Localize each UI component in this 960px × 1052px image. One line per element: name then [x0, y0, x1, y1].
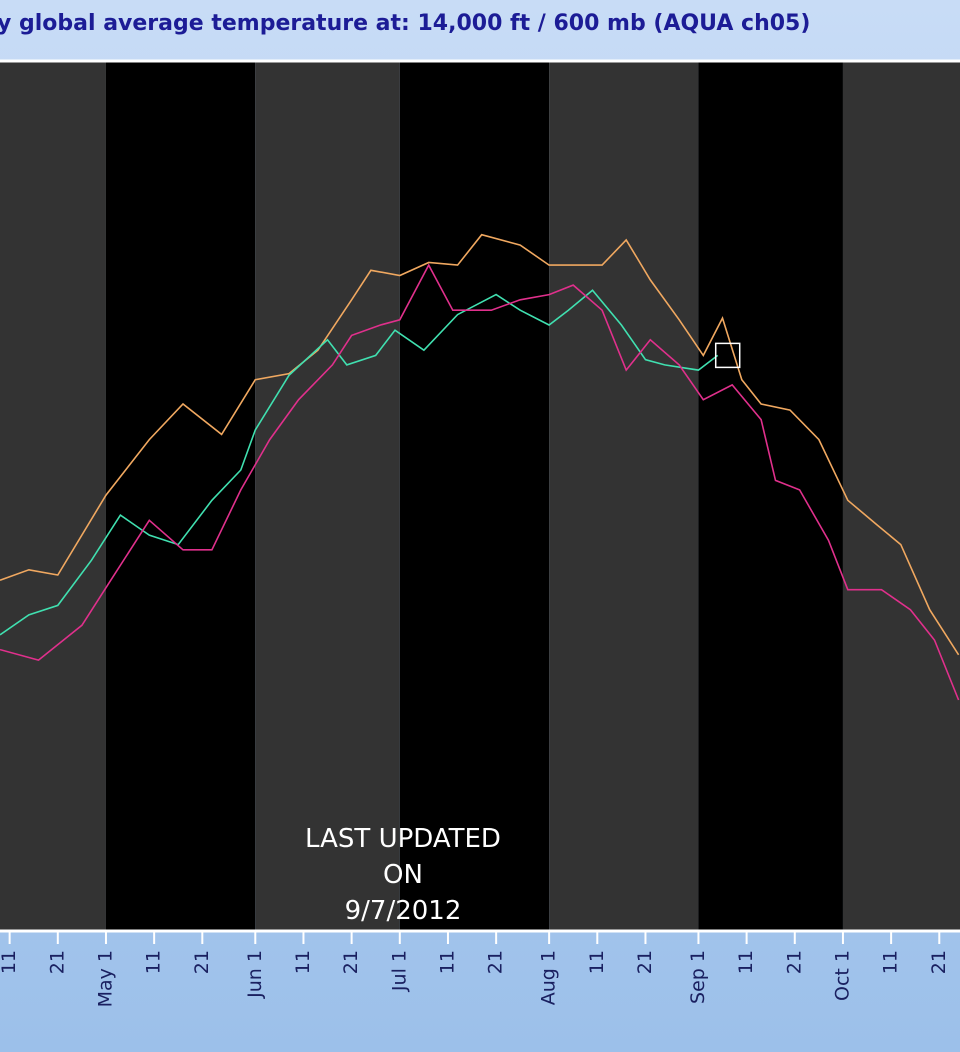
annotation: 9/7/2012	[345, 896, 462, 926]
x-tick-label: 11	[436, 950, 458, 974]
series-line	[0, 289, 719, 636]
x-tick-label: 11	[880, 950, 902, 974]
x-tick-label: Jun 1	[244, 950, 266, 999]
current-marker	[714, 342, 741, 369]
x-tick-label: 11	[292, 950, 314, 974]
month-band	[698, 62, 843, 930]
x-tick-label: Oct 1	[831, 950, 853, 1001]
plot-area	[0, 62, 960, 930]
month-band	[105, 62, 256, 930]
annotation: LAST UPDATED	[305, 824, 501, 854]
x-tick-label: 21	[634, 950, 656, 974]
x-tick-label: 21	[340, 950, 362, 974]
month-band	[842, 62, 960, 930]
series-line	[0, 263, 960, 701]
annotation: ON	[383, 860, 423, 890]
month-band	[549, 62, 699, 930]
x-tick-label: 11	[0, 950, 20, 974]
x-tick-label: 11	[143, 950, 165, 974]
chart-title: y global average temperature at: 14,000 …	[0, 11, 810, 36]
x-tick-label: 21	[783, 950, 805, 974]
x-tick-label: 21	[46, 950, 68, 974]
month-band	[0, 62, 106, 930]
x-tick-label: 21	[485, 950, 507, 974]
x-tick-label: Aug 1	[538, 950, 560, 1005]
x-tick-label: 11	[586, 950, 608, 974]
x-tick-label: May 1	[94, 950, 116, 1007]
x-tick-label: 21	[191, 950, 213, 974]
x-tick-label: Jul 1	[388, 950, 410, 992]
series-line	[0, 233, 960, 656]
x-tick-label: Sep 1	[687, 950, 709, 1004]
month-band	[399, 62, 550, 930]
month-band	[255, 62, 400, 930]
x-tick-label: 21	[928, 950, 950, 974]
x-tick-label: 11	[735, 950, 757, 974]
